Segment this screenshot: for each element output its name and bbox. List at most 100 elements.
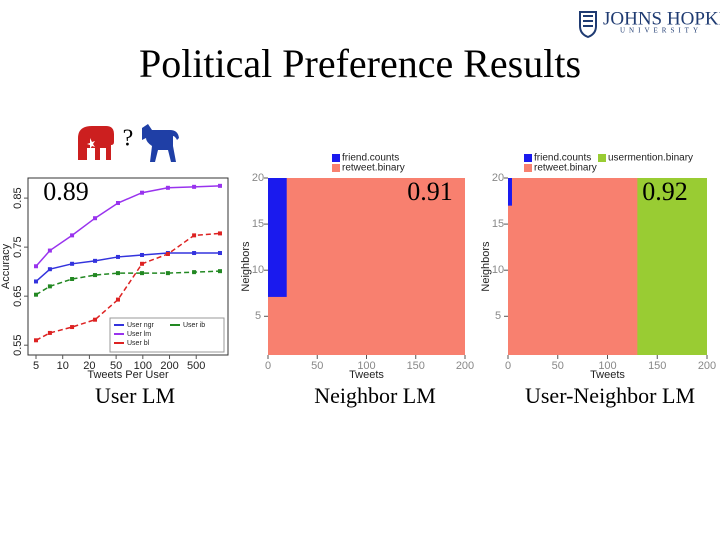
x-tick-label: 50 <box>552 360 564 372</box>
x-axis-title: Tweets <box>349 369 384 381</box>
legend-label: User ib <box>183 322 205 329</box>
y-tick-label: 5 <box>255 310 261 322</box>
donkey <box>142 124 179 162</box>
y-tick-label: 0.65 <box>12 285 24 306</box>
x-tick-label: 500 <box>187 360 205 372</box>
legend-label: friend.counts <box>534 153 591 164</box>
x-tick-label: 100 <box>134 360 152 372</box>
point <box>217 183 222 188</box>
legend-swatch <box>524 154 532 162</box>
y-tick-label: 20 <box>252 172 264 184</box>
legend-swatch <box>524 164 532 172</box>
score: 0.92 <box>642 177 688 206</box>
x-tick-label: 10 <box>57 360 69 372</box>
legend-label: usermention.binary <box>608 153 693 164</box>
point <box>140 271 145 276</box>
x-tick-label: 5 <box>33 360 39 372</box>
y-tick-label: 0.55 <box>12 334 24 355</box>
tile <box>637 178 707 355</box>
legend-swatch <box>332 154 340 162</box>
point <box>217 251 222 256</box>
party-icons: ? <box>78 124 179 162</box>
logo-shield-lines <box>583 15 593 27</box>
legend-box <box>109 317 225 353</box>
point <box>70 233 75 238</box>
x-tick-label: 200 <box>456 360 474 372</box>
question-mark: ? <box>123 126 134 152</box>
point <box>165 251 170 256</box>
tile <box>268 178 465 355</box>
y-axis-title: Accuracy <box>0 243 12 289</box>
caption: Neighbor LM <box>314 383 436 408</box>
point <box>192 270 197 275</box>
chart: 5 10 20 50 100 200 500 0.55 0.65 0.75 0.85 Tweets P… <box>0 177 229 408</box>
point <box>47 330 52 335</box>
elephant <box>78 126 114 160</box>
tile <box>268 178 287 297</box>
x-tick-label: 20 <box>83 360 95 372</box>
point <box>93 216 98 221</box>
point <box>140 252 145 257</box>
point <box>192 233 197 238</box>
legend-label: retweet.binary <box>534 163 597 174</box>
y-axis-title: Neighbors <box>240 241 252 292</box>
y-tick-label: 5 <box>495 310 501 322</box>
legend-label: friend.counts <box>342 153 399 164</box>
x-tick-label: 0 <box>265 360 271 372</box>
point <box>93 273 98 278</box>
legend-label: User lm <box>127 331 151 338</box>
logo-name: JOHNS HOPKINS <box>603 8 720 29</box>
point <box>192 184 197 189</box>
legend-swatch <box>598 154 606 162</box>
point <box>47 248 52 253</box>
x-tick-label: 100 <box>357 360 375 372</box>
point <box>93 258 98 263</box>
x-axis-title: Tweets Per User <box>87 369 169 381</box>
point <box>217 269 222 274</box>
point <box>34 264 39 269</box>
tile <box>508 178 512 206</box>
point <box>115 201 120 206</box>
x-tick-label: 200 <box>698 360 716 372</box>
x-tick-label: 50 <box>110 360 122 372</box>
point <box>70 277 75 282</box>
score: 0.91 <box>407 177 453 206</box>
logo-shield <box>579 11 597 39</box>
point <box>140 261 145 266</box>
caption: User LM <box>95 383 175 408</box>
legend-label: User ngr <box>127 322 155 329</box>
point <box>165 185 170 190</box>
legend-label: retweet.binary <box>342 163 405 174</box>
legend-label: User bl <box>127 340 150 347</box>
point <box>70 325 75 330</box>
point <box>165 271 170 276</box>
x-tick-label: 0 <box>505 360 511 372</box>
y-tick-label: 15 <box>252 218 264 230</box>
score: 0.89 <box>43 177 89 206</box>
point <box>217 231 222 236</box>
point <box>140 190 145 195</box>
logo: JOHNS HOPKINS UNIVERSITY <box>579 8 720 39</box>
point <box>115 271 120 276</box>
caption: User-Neighbor LM <box>525 383 695 408</box>
series-line <box>35 270 221 296</box>
logo-sub: UNIVERSITY <box>620 27 702 35</box>
x-axis-title: Tweets <box>590 369 625 381</box>
y-tick-label: 10 <box>252 264 264 276</box>
point <box>34 338 39 343</box>
elephant-star <box>87 138 95 149</box>
point <box>47 284 52 289</box>
point <box>192 251 197 256</box>
x-tick-label: 100 <box>598 360 616 372</box>
point <box>47 267 52 272</box>
y-tick-label: 15 <box>492 218 504 230</box>
slide-title: Political Preference Results <box>139 41 581 86</box>
chart: friend.counts usermention.binary retweet.b… <box>480 153 716 408</box>
legend-swatch <box>332 164 340 172</box>
y-tick-label: 0.75 <box>12 236 24 257</box>
y-axis-title: Neighbors <box>480 241 492 292</box>
x-tick-label: 150 <box>648 360 666 372</box>
y-tick-label: 0.85 <box>12 187 24 208</box>
point <box>34 292 39 297</box>
